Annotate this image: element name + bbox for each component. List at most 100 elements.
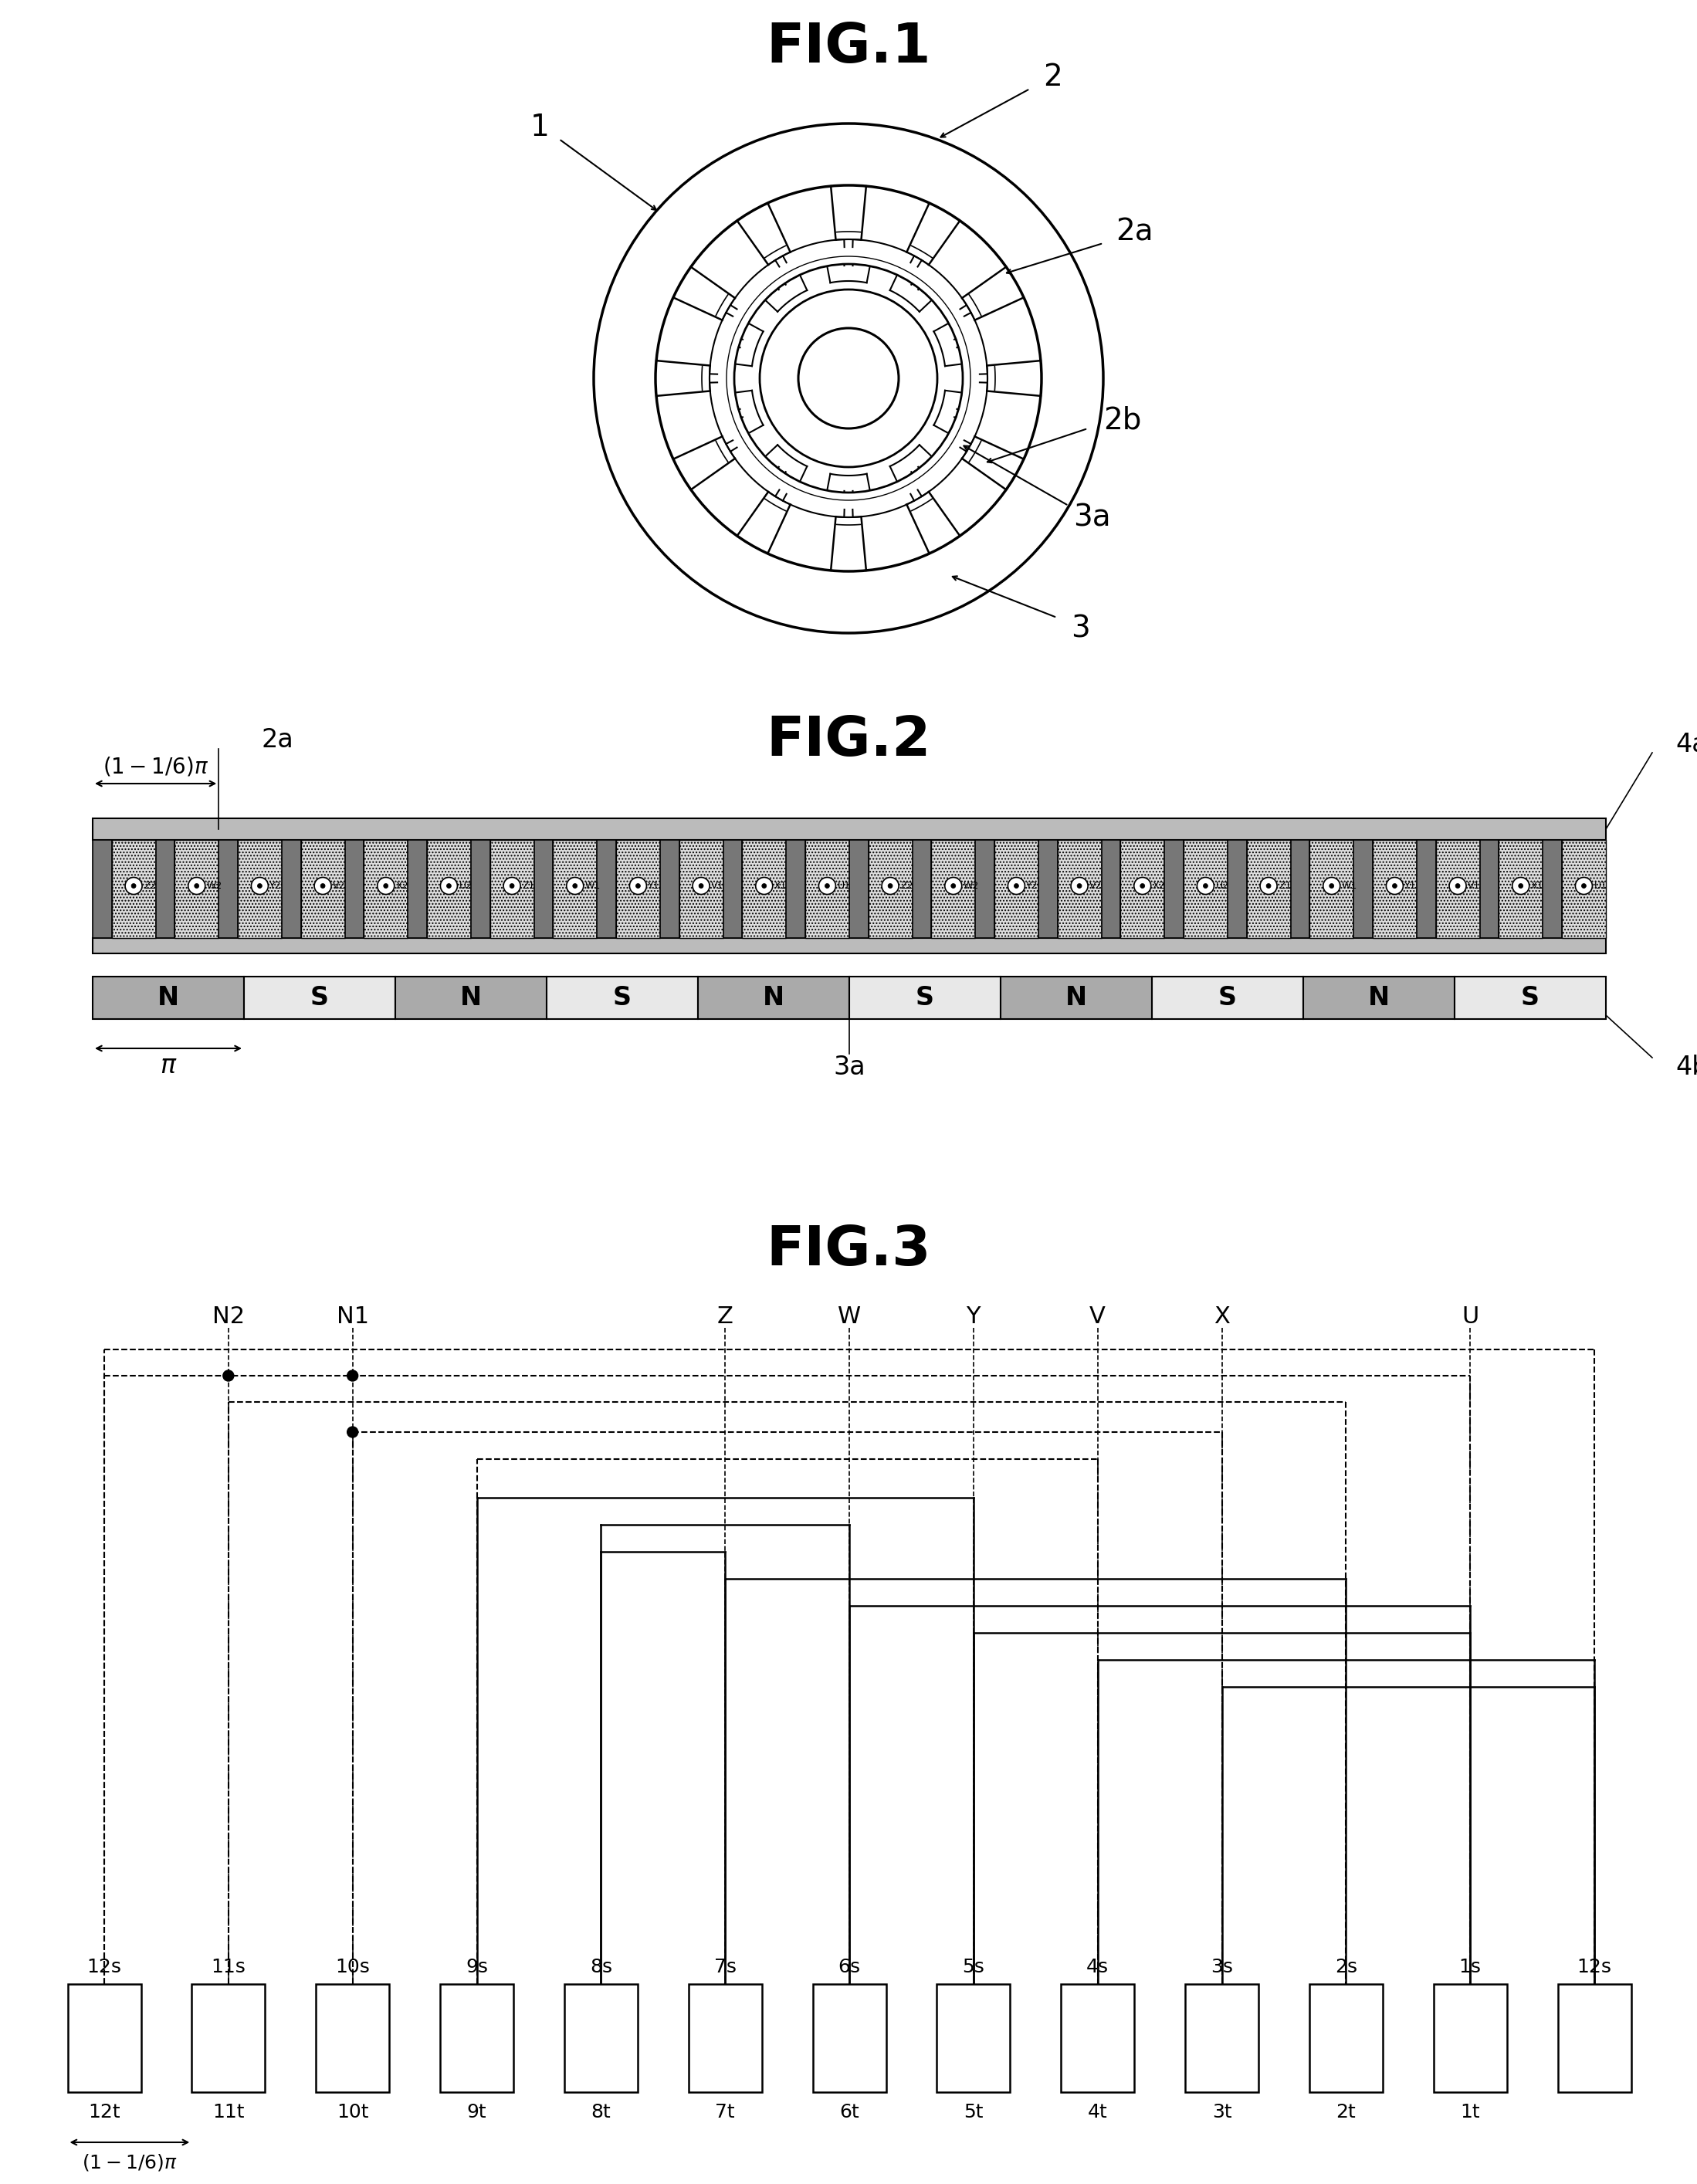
Text: N: N	[1368, 985, 1390, 1011]
Text: 1: 1	[529, 114, 550, 142]
Bar	[282, 841, 300, 937]
Circle shape	[699, 885, 704, 889]
Text: FIG.1: FIG.1	[765, 22, 932, 74]
Bar	[1247, 841, 1291, 937]
Text: 1t: 1t	[1459, 2103, 1480, 2121]
Text: 3t: 3t	[1212, 2103, 1232, 2121]
Text: 4s: 4s	[1086, 1957, 1108, 1977]
Circle shape	[131, 885, 136, 889]
Bar	[994, 841, 1039, 937]
Circle shape	[441, 878, 458, 895]
Text: Y1: Y1	[1405, 880, 1417, 891]
Circle shape	[1512, 878, 1529, 895]
Text: V: V	[1089, 1306, 1106, 1328]
Text: Y: Y	[966, 1306, 981, 1328]
Bar	[1310, 1983, 1383, 2092]
Bar	[697, 976, 848, 1020]
Circle shape	[762, 885, 767, 889]
Text: V2: V2	[333, 880, 346, 891]
Circle shape	[825, 885, 830, 889]
Text: W: W	[838, 1306, 860, 1328]
Bar	[395, 976, 546, 1020]
Bar	[1480, 841, 1498, 937]
Bar	[660, 841, 679, 937]
Circle shape	[567, 878, 584, 895]
Circle shape	[348, 1426, 358, 1437]
Text: X1: X1	[774, 880, 787, 891]
Circle shape	[504, 878, 521, 895]
Bar	[546, 976, 697, 1020]
Text: FIG.3: FIG.3	[765, 1223, 932, 1278]
Bar	[1039, 841, 1057, 937]
Bar	[1061, 1983, 1134, 2092]
Circle shape	[1261, 878, 1278, 895]
Bar	[93, 819, 1605, 841]
Text: 12t: 12t	[88, 2103, 120, 2121]
Bar	[1120, 841, 1164, 937]
Bar	[786, 841, 804, 937]
Text: Y2: Y2	[270, 880, 282, 891]
Circle shape	[1203, 885, 1208, 889]
Bar	[219, 841, 238, 937]
Text: X2: X2	[1152, 880, 1166, 891]
Bar	[1057, 841, 1101, 937]
Bar	[472, 841, 490, 937]
Text: 3a: 3a	[833, 1055, 865, 1079]
Text: 8s: 8s	[589, 1957, 613, 1977]
Bar	[363, 841, 407, 937]
Text: 2t: 2t	[1336, 2103, 1356, 2121]
Text: Z1: Z1	[1278, 880, 1291, 891]
Bar	[616, 841, 660, 937]
Text: 2b: 2b	[1103, 406, 1142, 435]
Bar	[1354, 841, 1373, 937]
Bar	[1434, 1983, 1507, 2092]
Circle shape	[692, 878, 709, 895]
Text: 10t: 10t	[336, 2103, 368, 2121]
Bar	[1454, 976, 1605, 1020]
Circle shape	[509, 885, 514, 889]
Text: S: S	[613, 985, 631, 1011]
Circle shape	[1575, 878, 1592, 895]
Text: Z1: Z1	[523, 880, 535, 891]
Bar	[156, 841, 175, 937]
Text: 5s: 5s	[962, 1957, 984, 1977]
Circle shape	[1008, 878, 1025, 895]
Text: N: N	[1066, 985, 1088, 1011]
Text: 4b: 4b	[1675, 1055, 1697, 1079]
Bar	[68, 1983, 141, 2092]
Circle shape	[1134, 878, 1151, 895]
Text: 7t: 7t	[714, 2103, 735, 2121]
Bar	[93, 937, 1605, 954]
Text: 2a: 2a	[1115, 216, 1152, 247]
Text: S: S	[916, 985, 935, 1011]
Text: U2: U2	[1215, 880, 1229, 891]
Circle shape	[1519, 885, 1524, 889]
Circle shape	[1078, 885, 1081, 889]
Circle shape	[258, 885, 261, 889]
Circle shape	[314, 878, 331, 895]
Circle shape	[321, 885, 326, 889]
Bar	[1164, 841, 1183, 937]
Text: $\pi$: $\pi$	[160, 1053, 176, 1079]
Text: 2a: 2a	[261, 727, 294, 751]
Circle shape	[384, 885, 389, 889]
Bar	[238, 841, 282, 937]
Circle shape	[888, 885, 893, 889]
Bar	[679, 841, 723, 937]
Text: 9t: 9t	[467, 2103, 487, 2121]
Bar	[742, 841, 786, 937]
Text: U1: U1	[1593, 880, 1607, 891]
Circle shape	[377, 878, 394, 895]
Circle shape	[222, 1369, 234, 1380]
Circle shape	[126, 878, 143, 895]
Bar	[1001, 976, 1152, 1020]
Circle shape	[446, 885, 451, 889]
Text: U2: U2	[458, 880, 472, 891]
Circle shape	[950, 885, 955, 889]
Bar	[428, 841, 472, 937]
Text: 12s: 12s	[87, 1957, 122, 1977]
Text: Z2: Z2	[144, 880, 156, 891]
Text: Z2: Z2	[901, 880, 913, 891]
Bar	[316, 1983, 389, 2092]
Text: 12s: 12s	[1577, 1957, 1612, 1977]
